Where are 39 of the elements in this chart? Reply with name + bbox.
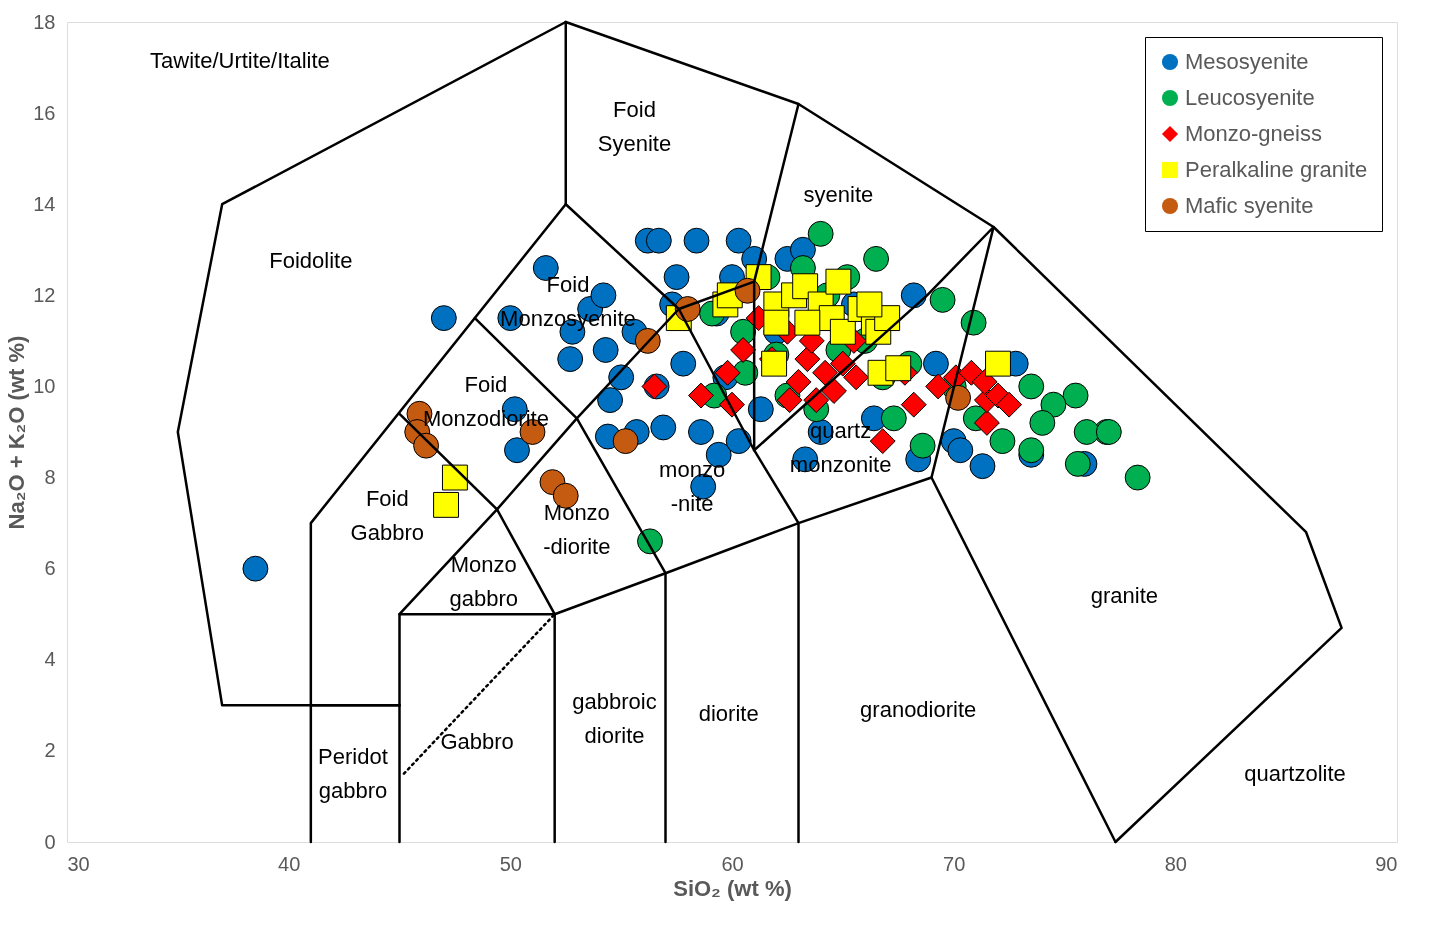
y-axis-title: Na₂O + K₂O (wt %)	[4, 335, 30, 530]
annotation: Monzo -diorite	[543, 499, 611, 559]
annotation: syenite	[803, 182, 874, 208]
annotation: Gabbro	[440, 728, 514, 754]
x-tick-label: 60	[721, 852, 744, 875]
annotation: diorite	[698, 701, 759, 727]
annotation: monzo -nite	[659, 456, 726, 516]
x-axis-title: SiO₂ (wt %)	[673, 875, 792, 901]
x-tick-label: 50	[499, 852, 522, 875]
legend-label: Mafic syenite	[1185, 193, 1314, 218]
legend-label: Monzo-gneiss	[1185, 121, 1322, 146]
annotation: Peridot gabbro	[318, 743, 388, 803]
x-tick-label: 40	[278, 852, 301, 875]
legend-label: Mesosyenite	[1185, 49, 1309, 74]
annotation: gabbroic diorite	[572, 689, 657, 748]
annotation: Foid Gabbro	[350, 486, 424, 546]
annotation: granodiorite	[860, 696, 977, 722]
x-tick-label: 80	[1164, 852, 1187, 875]
y-tick-label: 0	[44, 830, 56, 853]
annotation: granite	[1090, 583, 1158, 608]
annotation: Foid Syenite	[597, 96, 672, 156]
annotation: Foidolite	[269, 248, 353, 274]
y-tick-label: 10	[33, 374, 56, 397]
y-tick-label: 4	[44, 648, 56, 671]
y-tick-label: 2	[44, 739, 56, 762]
x-tick-label: 90	[1375, 852, 1398, 875]
legend-label: Peralkaline granite	[1185, 157, 1368, 182]
y-tick-label: 12	[33, 283, 56, 306]
y-tick-label: 16	[33, 101, 56, 124]
annotation: Tawite/Urtite/Italite	[150, 47, 330, 73]
y-tick-label: 14	[33, 192, 56, 215]
annotation: Monzo gabbro	[449, 552, 518, 612]
annotation: quartzolite	[1244, 760, 1346, 786]
x-tick-label: 30	[67, 852, 90, 875]
x-tick-label: 70	[943, 852, 966, 875]
legend-label: Leucosyenite	[1185, 85, 1315, 110]
y-tick-label: 18	[33, 10, 56, 33]
y-tick-label: 8	[44, 466, 56, 489]
y-tick-label: 6	[44, 557, 56, 580]
